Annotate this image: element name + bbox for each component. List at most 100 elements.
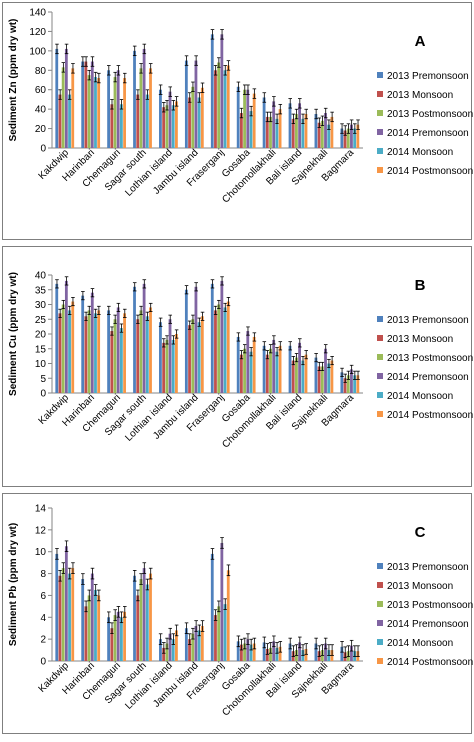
bar [87, 75, 91, 148]
bar [159, 322, 162, 393]
bar [278, 109, 282, 148]
bar [239, 113, 243, 148]
legend-label: 2013 Monsoon [387, 581, 453, 592]
bar [226, 65, 230, 148]
bar [346, 128, 350, 148]
bar [314, 114, 318, 148]
bar [149, 573, 152, 661]
bar [81, 61, 85, 148]
bar [194, 286, 198, 393]
bar [249, 111, 253, 148]
bar [136, 94, 140, 148]
bar [236, 641, 240, 661]
bar [265, 116, 269, 148]
bar [262, 345, 266, 393]
bar [107, 70, 110, 148]
legend-swatch [377, 601, 383, 607]
bar [304, 648, 308, 661]
legend-swatch [377, 639, 383, 645]
legend-label: 2013 Premonsoon [387, 315, 469, 326]
bar [55, 48, 59, 148]
bar [214, 70, 217, 148]
bar [320, 120, 324, 148]
bar [168, 633, 172, 661]
legend-swatch [377, 72, 383, 78]
bar [262, 97, 266, 148]
bar [58, 575, 62, 661]
panel-border [2, 493, 472, 734]
bar [200, 87, 204, 148]
bar [61, 304, 65, 393]
bar [317, 122, 321, 148]
bar [330, 116, 334, 148]
bar [275, 647, 279, 661]
bar [184, 628, 188, 661]
legend-swatch [377, 411, 383, 417]
bar [278, 646, 282, 661]
bar [61, 67, 65, 148]
bar [191, 86, 195, 148]
bar [197, 322, 201, 393]
bar [61, 568, 65, 661]
bar [123, 313, 126, 393]
bar [107, 617, 110, 661]
legend-swatch [377, 167, 383, 173]
y-tick-label: 10 [35, 359, 47, 370]
bar [265, 354, 269, 393]
chart-panel-a: 0 20 40 60 80 100 120 140 Sediment Zn (ppm dry w… [2, 2, 473, 240]
bar [301, 118, 305, 148]
bar [288, 103, 292, 148]
bar [110, 104, 114, 148]
bar [113, 319, 117, 393]
bar [175, 101, 178, 148]
bar [142, 48, 146, 148]
y-tick-label: 80 [35, 66, 47, 77]
bar [291, 118, 295, 148]
bar [71, 68, 75, 148]
bar [350, 124, 353, 148]
legend-label: 2013 Monsoon [387, 90, 453, 101]
bar [168, 91, 172, 148]
bar [81, 579, 85, 661]
bar [246, 331, 250, 393]
bar [288, 643, 292, 661]
bar [304, 114, 308, 148]
bar [343, 130, 347, 148]
bar [97, 310, 101, 393]
y-tick-label: 14 [35, 504, 47, 515]
y-tick-label: 140 [29, 8, 46, 19]
bar [226, 301, 230, 393]
y-tick-label: 12 [35, 525, 47, 536]
bar [142, 283, 146, 393]
bar [220, 542, 224, 661]
legend-label: 2014 Monsoon [387, 147, 453, 158]
bar [214, 615, 217, 661]
bar [252, 643, 256, 661]
legend-label: 2014 Premonsoon [387, 619, 469, 630]
bar [133, 50, 136, 148]
bar [217, 606, 221, 661]
bar [220, 34, 224, 148]
bar [210, 553, 214, 661]
bar [116, 70, 120, 148]
bar [249, 351, 253, 393]
bar [220, 280, 224, 393]
bar [197, 630, 201, 661]
bar [252, 93, 256, 148]
legend-label: 2013 Postmonsoon [387, 109, 473, 120]
bar [68, 573, 71, 661]
bar [210, 283, 214, 393]
legend-label: 2014 Monsoon [387, 638, 453, 649]
legend-swatch [377, 658, 383, 664]
bar [188, 639, 191, 661]
bar [269, 647, 272, 661]
y-tick-label: 40 [35, 271, 47, 282]
bar [97, 78, 101, 148]
bar [272, 339, 276, 393]
bar [90, 61, 94, 148]
bar [165, 643, 169, 661]
bar [320, 366, 324, 393]
bar [340, 128, 344, 148]
